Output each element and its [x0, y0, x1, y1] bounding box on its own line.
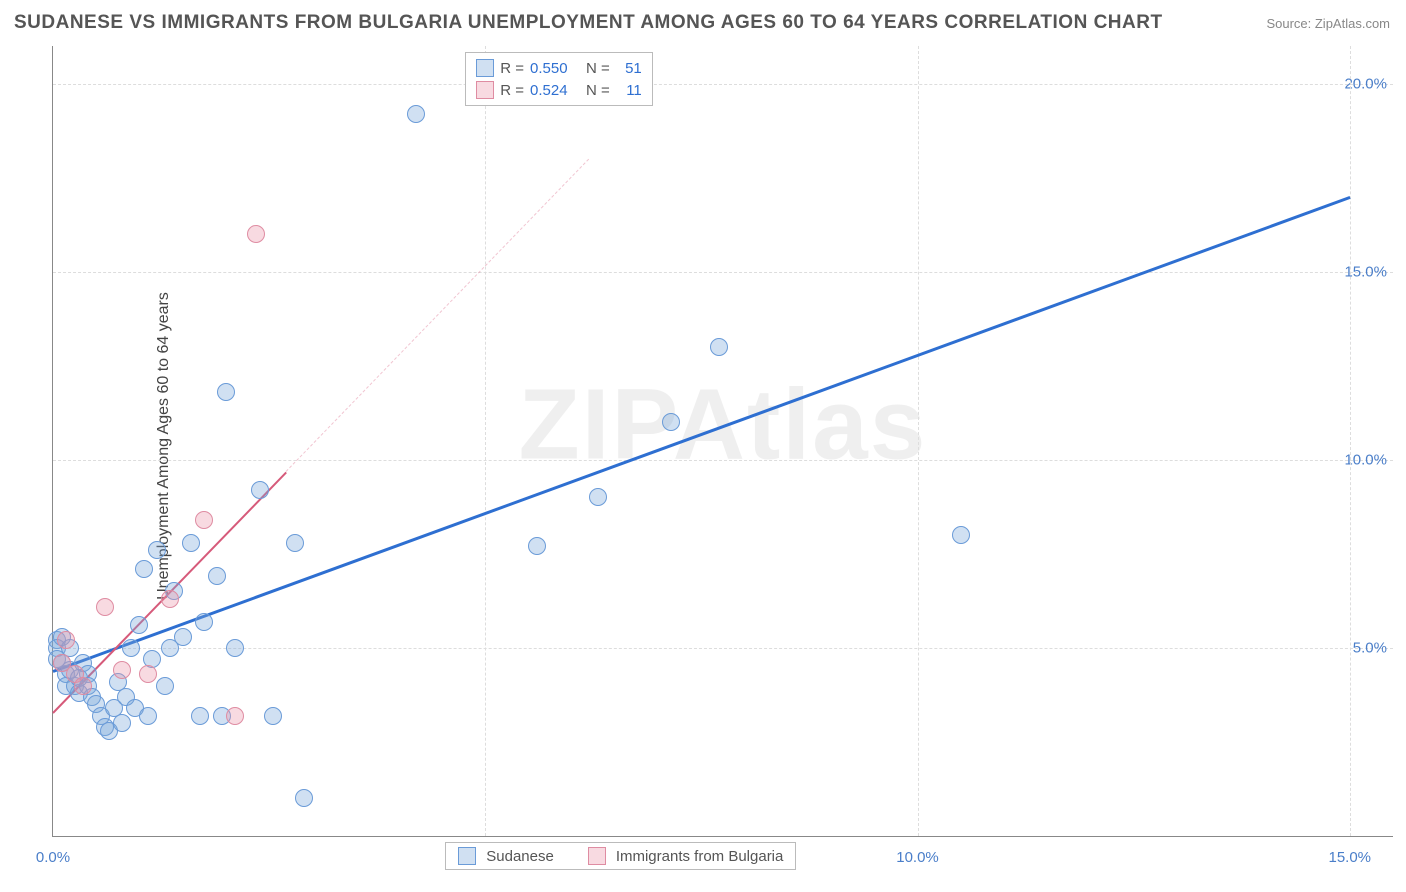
legend-label: Immigrants from Bulgaria	[616, 848, 784, 865]
y-tick-label: 15.0%	[1344, 263, 1387, 280]
data-point	[251, 481, 269, 499]
plot-area: ZIPAtlas 5.0%10.0%15.0%20.0%0.0%5.0%10.0…	[52, 46, 1393, 837]
data-point	[148, 541, 166, 559]
r-value: 0.550	[530, 60, 580, 77]
stats-legend: R = 0.550 N = 51 R = 0.524 N = 11	[465, 52, 653, 106]
y-tick-label: 20.0%	[1344, 75, 1387, 92]
r-value: 0.524	[530, 82, 580, 99]
gridline-v	[1350, 46, 1351, 836]
data-point	[96, 598, 114, 616]
data-point	[139, 665, 157, 683]
stats-row: R = 0.524 N = 11	[476, 79, 642, 101]
data-point	[528, 537, 546, 555]
y-tick-label: 5.0%	[1353, 639, 1387, 656]
gridline-h	[53, 460, 1393, 461]
r-label: R =	[500, 82, 524, 99]
gridline-h	[53, 272, 1393, 273]
data-point	[264, 707, 282, 725]
gridline-v	[918, 46, 919, 836]
data-point	[195, 511, 213, 529]
data-point	[135, 560, 153, 578]
data-point	[130, 616, 148, 634]
data-point	[952, 526, 970, 544]
data-point	[156, 677, 174, 695]
data-point	[195, 613, 213, 631]
data-point	[191, 707, 209, 725]
data-point	[122, 639, 140, 657]
x-tick-label: 0.0%	[36, 849, 70, 866]
y-tick-label: 10.0%	[1344, 451, 1387, 468]
n-label: N =	[586, 60, 610, 77]
data-point	[208, 567, 226, 585]
gridline-v	[485, 46, 486, 836]
data-point	[74, 677, 92, 695]
series-legend: Sudanese Immigrants from Bulgaria	[445, 842, 796, 870]
series-swatch	[476, 81, 494, 99]
stats-row: R = 0.550 N = 51	[476, 57, 642, 79]
data-point	[226, 707, 244, 725]
data-point	[174, 628, 192, 646]
data-point	[286, 534, 304, 552]
n-value: 11	[616, 82, 642, 99]
series-swatch	[476, 59, 494, 77]
data-point	[295, 789, 313, 807]
source-label: Source: ZipAtlas.com	[1266, 16, 1390, 31]
series-swatch	[458, 847, 476, 865]
data-point	[662, 413, 680, 431]
data-point	[217, 383, 235, 401]
data-point	[589, 488, 607, 506]
data-point	[182, 534, 200, 552]
gridline-h	[53, 648, 1393, 649]
x-tick-label: 15.0%	[1328, 849, 1371, 866]
x-tick-label: 10.0%	[896, 849, 939, 866]
data-point	[161, 590, 179, 608]
data-point	[139, 707, 157, 725]
n-label: N =	[586, 82, 610, 99]
legend-label: Sudanese	[486, 848, 554, 865]
data-point	[113, 661, 131, 679]
data-point	[113, 714, 131, 732]
trend-line	[286, 159, 589, 472]
trend-line	[52, 197, 1350, 674]
n-value: 51	[616, 60, 642, 77]
gridline-h	[53, 84, 1393, 85]
data-point	[226, 639, 244, 657]
series-swatch	[588, 847, 606, 865]
data-point	[407, 105, 425, 123]
r-label: R =	[500, 60, 524, 77]
data-point	[247, 225, 265, 243]
data-point	[57, 631, 75, 649]
chart-title: SUDANESE VS IMMIGRANTS FROM BULGARIA UNE…	[14, 12, 1163, 34]
data-point	[710, 338, 728, 356]
